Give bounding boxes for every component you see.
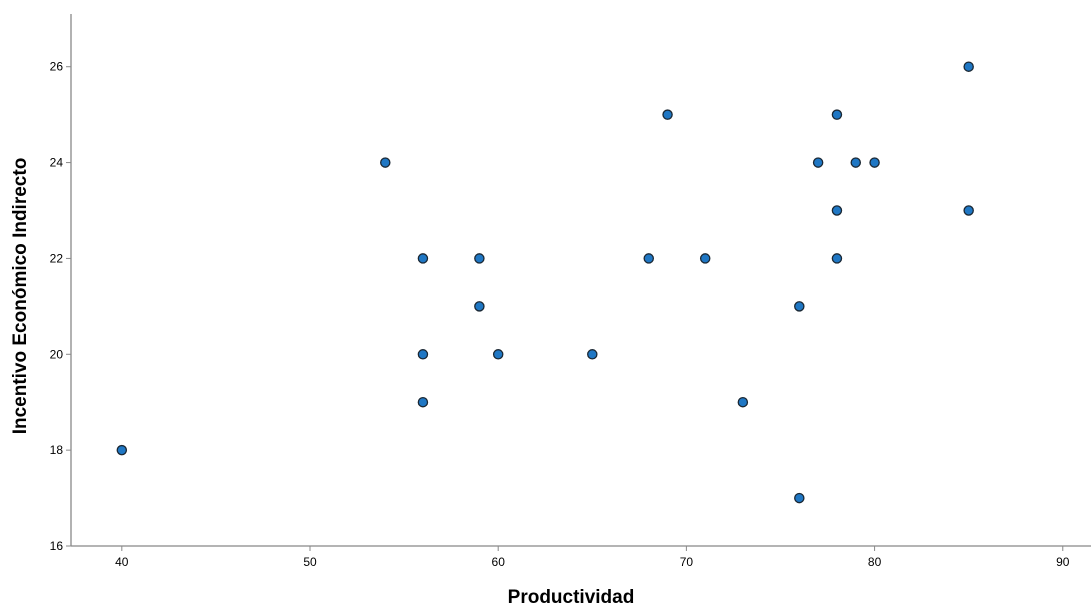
- data-point: [587, 349, 598, 360]
- y-tick-label: 18: [50, 443, 64, 457]
- data-point: [831, 109, 843, 120]
- data-point: [794, 301, 805, 312]
- x-tick-label: 90: [1056, 555, 1070, 569]
- y-tick-label: 20: [50, 347, 64, 361]
- data-point: [812, 157, 824, 168]
- x-axis-title: Productividad: [508, 587, 635, 608]
- y-tick-label: 24: [50, 156, 64, 170]
- y-tick-label: 16: [50, 539, 64, 553]
- x-tick-label: 50: [303, 555, 317, 569]
- data-point: [831, 205, 843, 216]
- x-axis-ticks: 40 50 60 70 80 90: [115, 546, 1070, 569]
- data-point: [963, 205, 974, 216]
- data-point: [417, 349, 429, 360]
- data-point: [474, 253, 485, 264]
- data-point: [380, 157, 391, 168]
- y-axis-title: Incentivo Económico Indirecto: [10, 158, 31, 435]
- data-point: [417, 253, 429, 264]
- data-point: [662, 109, 673, 120]
- x-tick-label: 80: [868, 555, 882, 569]
- x-tick-label: 70: [680, 555, 694, 569]
- y-tick-label: 22: [50, 251, 64, 265]
- data-point: [850, 157, 862, 168]
- data-point: [474, 301, 485, 312]
- data-point: [699, 253, 711, 264]
- y-tick-label: 26: [50, 60, 64, 74]
- x-tick-label: 40: [115, 555, 129, 569]
- data-point: [963, 61, 974, 72]
- x-tick-label: 60: [492, 555, 506, 569]
- data-point: [794, 492, 805, 504]
- data-points: [116, 61, 974, 504]
- y-axis-ticks: 16 18 20 22 24 26: [50, 60, 71, 553]
- data-point: [831, 253, 843, 264]
- data-point: [417, 396, 429, 408]
- data-point: [116, 444, 128, 456]
- data-point: [643, 253, 654, 264]
- data-point: [492, 349, 504, 360]
- data-point: [869, 157, 880, 168]
- data-point: [737, 396, 749, 408]
